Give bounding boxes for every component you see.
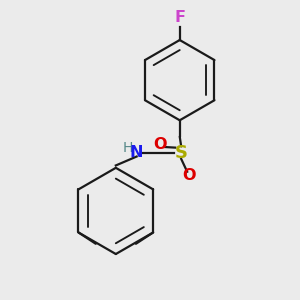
Text: O: O <box>154 136 167 152</box>
Text: S: S <box>175 144 188 162</box>
Text: N: N <box>130 146 143 160</box>
Text: H: H <box>123 141 134 154</box>
Text: O: O <box>182 168 195 183</box>
Text: F: F <box>174 10 185 25</box>
